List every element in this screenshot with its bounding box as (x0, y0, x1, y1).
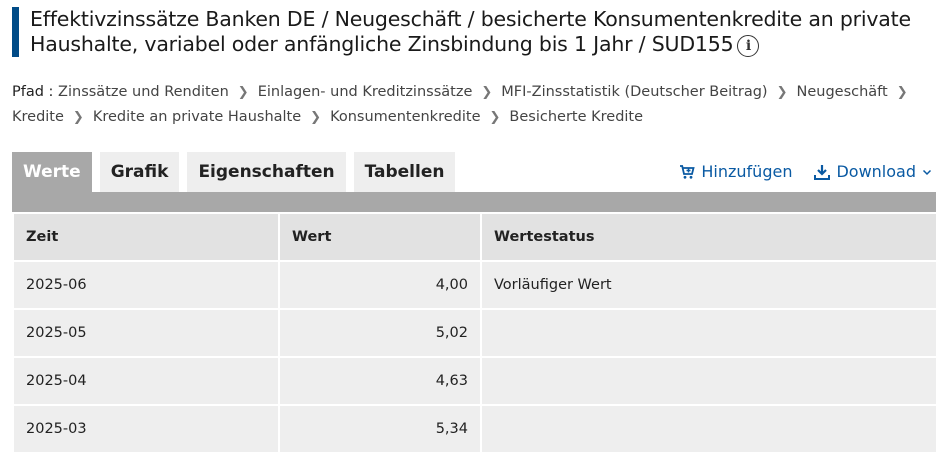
chevron-right-icon: ❯ (776, 85, 788, 100)
tab-werte[interactable]: Werte (12, 152, 92, 192)
add-button-label: Hinzufügen (701, 162, 793, 181)
column-header-wert[interactable]: Wert (278, 212, 482, 262)
page-title-text: Effektivzinssätze Banken DE / Neugeschäf… (30, 7, 911, 56)
info-icon[interactable]: i (737, 35, 760, 57)
table-header-row: Zeit Wert Wertestatus (12, 212, 938, 262)
cell-status (480, 404, 938, 454)
table-row: 2025-05 5,02 (12, 308, 938, 358)
table-row: 2025-06 4,00 Vorläufiger Wert (12, 260, 938, 310)
cell-wert: 4,63 (278, 356, 482, 406)
page-title: Effektivzinssätze Banken DE / Neugeschäf… (30, 7, 952, 57)
download-button[interactable]: Download (814, 160, 932, 184)
chevron-right-icon: ❯ (310, 110, 322, 125)
cell-zeit: 2025-04 (12, 356, 280, 406)
column-header-wertestatus[interactable]: Wertestatus (480, 212, 938, 262)
tab-bar: Werte Grafik Eigenschaften Tabellen (12, 152, 463, 192)
download-button-label: Download (836, 162, 916, 181)
table-row: 2025-03 5,34 (12, 404, 938, 454)
page-title-block: Effektivzinssätze Banken DE / Neugeschäf… (12, 7, 952, 57)
breadcrumb-item[interactable]: Einlagen- und Kreditzinssätze (257, 84, 473, 100)
tab-eigenschaften[interactable]: Eigenschaften (187, 152, 346, 192)
cell-zeit: 2025-05 (12, 308, 280, 358)
breadcrumb-item[interactable]: Konsumentenkredite (330, 109, 481, 125)
breadcrumb-prefix: Pfad : (12, 84, 54, 100)
cell-zeit: 2025-03 (12, 404, 280, 454)
chevron-right-icon: ❯ (72, 110, 84, 125)
breadcrumb: Pfad : Zinssätze und Renditen ❯ Einlagen- … (12, 80, 932, 130)
table-row: 2025-04 4,63 (12, 356, 938, 406)
cell-wert: 5,02 (278, 308, 482, 358)
breadcrumb-item[interactable]: Kredite (12, 109, 64, 125)
cell-wert: 4,00 (278, 260, 482, 310)
cell-wert: 5,34 (278, 404, 482, 454)
cell-status (480, 356, 938, 406)
breadcrumb-item[interactable]: Besicherte Kredite (509, 109, 644, 125)
cell-status (480, 308, 938, 358)
cart-add-icon (680, 165, 696, 179)
download-icon (814, 165, 831, 180)
tab-panel-bar (12, 192, 936, 212)
chevron-right-icon: ❯ (481, 85, 493, 100)
column-header-zeit[interactable]: Zeit (12, 212, 280, 262)
chevron-right-icon: ❯ (489, 110, 501, 125)
tab-grafik[interactable]: Grafik (99, 152, 180, 192)
breadcrumb-item[interactable]: Neugeschäft (796, 84, 888, 100)
breadcrumb-item[interactable]: MFI-Zinsstatistik (Deutscher Beitrag) (501, 84, 768, 100)
action-bar: Hinzufügen Download (679, 160, 932, 184)
chevron-right-icon: ❯ (237, 85, 249, 100)
tab-tabellen[interactable]: Tabellen (353, 152, 456, 192)
breadcrumb-item[interactable]: Zinssätze und Renditen (58, 84, 229, 100)
chevron-right-icon: ❯ (896, 85, 908, 100)
cell-zeit: 2025-06 (12, 260, 280, 310)
values-table: Zeit Wert Wertestatus 2025-06 4,00 Vorlä… (12, 212, 938, 454)
add-button[interactable]: Hinzufügen (679, 160, 792, 184)
chevron-down-icon (922, 169, 932, 176)
breadcrumb-item[interactable]: Kredite an private Haushalte (92, 109, 302, 125)
cell-status: Vorläufiger Wert (480, 260, 938, 310)
